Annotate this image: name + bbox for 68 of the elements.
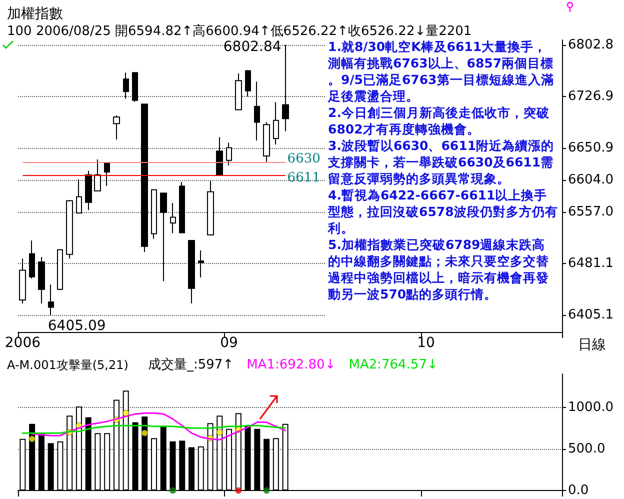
annotation: 5.加權指數業已突破6789週線末跌高的中線翻多關鍵點；未來只要空多交替過程中強勢回檔以上，暗示有機會再發動另一波570點的多頭行情。 [327,236,550,302]
y-tick-label: 6481.1 [568,256,614,271]
candlestick [198,250,204,278]
ref-line-label: 6611 [287,170,320,186]
candlestick [160,192,167,282]
candlestick [254,81,260,141]
candlestick [141,104,148,253]
point [263,487,270,494]
candlestick [57,248,63,291]
annotation: 1.就8/30軋空K棒及6611大量換手，測幅有挑戰6763以上、6857兩個目標。9/5已滿足6763第一目標短線進入滿足後震盪合理。 [327,38,554,104]
y-tick-label: 6405.1 [568,307,614,322]
text: MA2:764.57↓ [348,358,438,372]
candlestick [123,72,129,100]
ref-line-label: 6630 [287,152,320,167]
line-series [22,424,286,434]
chart-subtitle: 100 2006/08/25 開6594.82↑高6600.94↑低6526.22↑收6526.22↓量2201 [7,23,472,39]
y-tick-label: 6650.9 [568,140,614,156]
y-tick-label: 6557.0 [568,204,614,220]
y-tick-label: 500.0 [568,441,606,456]
text: 成交量_:597↑ [148,356,234,372]
candlestick [216,136,223,176]
candlestick [151,189,157,240]
annotation: 3.波段暫以6630、6611附近為續漲的支撐關卡，若一舉跌破6630及6611需留意反彈弱勢的多頭異常現象。 [327,138,554,186]
annotation: 6405.09 [48,318,106,334]
annotation: 6802.84 [223,38,282,55]
candlestick [273,102,279,146]
candlestick [85,170,92,211]
candlestick [132,72,138,102]
y-tick-label: 1000.0 [568,400,614,415]
candlestick [48,284,54,316]
candlestick [282,44,289,132]
candlestick [76,178,82,214]
chart-title: 加權指數 [7,6,63,22]
x-tick-label: 09 [220,335,238,351]
candlestick [104,162,110,186]
annotation: 4.暫視為6422-6667-6611以上換手型態，拉回沒破6578波段仍對多方仍有利。 [327,187,558,236]
candlestick [94,158,101,192]
candlestick [263,122,270,162]
candlestick [245,70,251,97]
x-axis-title: 日線 [578,337,606,353]
candlestick [29,240,35,279]
point [141,430,148,436]
y-tick-label: 6726.9 [568,88,614,104]
candlestick [38,256,45,304]
candlestick [235,72,242,110]
x-tick-label: 2006 [4,335,41,351]
candlestick [170,202,176,234]
y-tick-label: 6604.0 [568,172,614,188]
bar [264,438,270,490]
point [28,436,36,442]
y-tick-label: 6802.8 [568,37,614,52]
candlestick [188,240,195,304]
point [170,487,176,494]
bar [170,441,176,490]
candlestick [207,180,214,236]
point [216,429,223,436]
chart-title: A-M.001攻擊量(5,21) [7,358,128,372]
annotation: 2.今日創三個月新高後走低收市，突破6802才有再度轉強機會。 [328,104,550,136]
point [122,410,130,416]
point [235,487,242,494]
candlestick [226,142,232,166]
x-tick-label: 10 [417,335,435,351]
y-tick-label: 0.0 [568,483,589,498]
candlestick [19,258,26,304]
text: MA1:692.80↓ [246,358,336,372]
candlestick [179,181,185,234]
candlestick [113,114,120,140]
candlestick [66,200,73,260]
